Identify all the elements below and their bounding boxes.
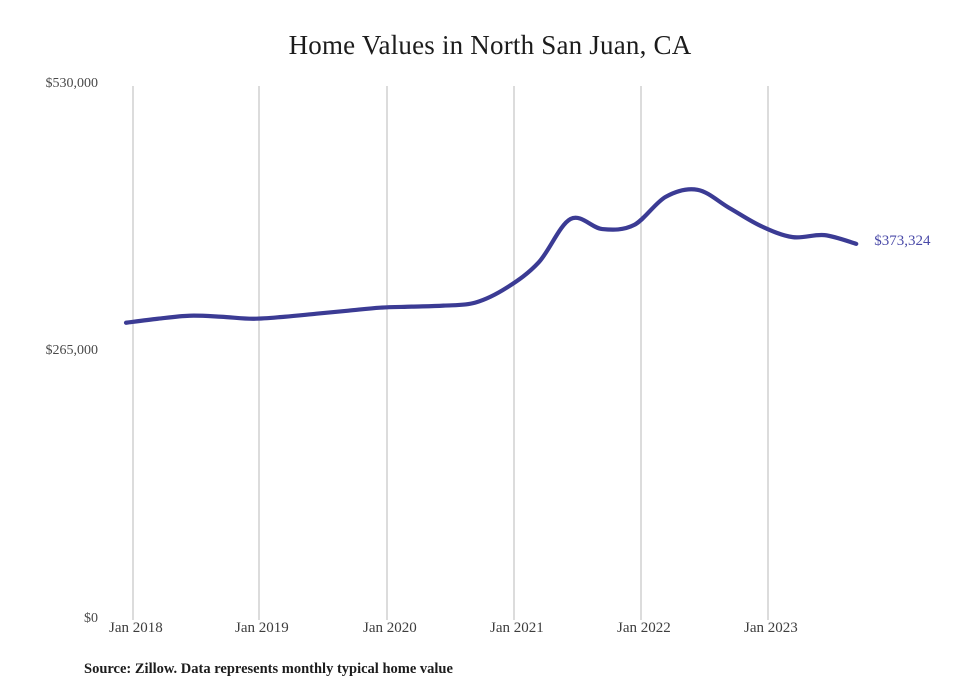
x-axis-tick-label-1: Jan 2019 bbox=[235, 620, 289, 636]
x-axis-tick-label-4: Jan 2022 bbox=[617, 620, 671, 636]
x-axis-tick-label-5: Jan 2023 bbox=[744, 620, 798, 636]
y-axis-tick-label-zero: $0 bbox=[84, 611, 98, 626]
data-line-typical-home-value bbox=[123, 187, 859, 325]
end-value-label: $373,324 bbox=[874, 232, 931, 249]
x-axis-tick-label-2: Jan 2020 bbox=[363, 620, 417, 636]
chart-footnote: Source: Zillow. Data represents monthly … bbox=[84, 661, 453, 677]
y-axis-tick-label-mid: $265,000 bbox=[45, 343, 99, 358]
x-axis-tick-label-3: Jan 2021 bbox=[490, 620, 544, 636]
x-axis-tick-label-0: Jan 2018 bbox=[109, 620, 163, 636]
y-axis-tick-label-top: $530,000 bbox=[45, 76, 99, 91]
gridlines bbox=[132, 86, 769, 620]
chart-title: Home Values in North San Juan, CA bbox=[288, 30, 692, 60]
